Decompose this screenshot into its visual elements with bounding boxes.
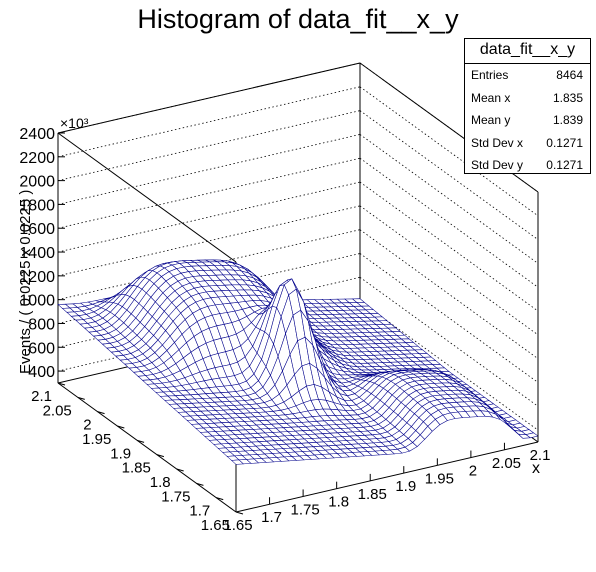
x-tick-label: 1.9 [395,478,416,495]
z-gridline [359,181,539,312]
frame-edge [57,382,237,513]
stats-row: Entries 8464 [465,64,590,87]
z-tick-label: 400 [28,364,55,381]
stats-row: Std Dev x 0.1271 [465,132,590,155]
x-tick-label: 2 [469,463,477,480]
stats-label: Std Dev y [471,158,524,172]
z-tick-label: 1000 [19,293,55,310]
z-tick-label: 1800 [19,197,55,214]
z-gridline [359,276,539,407]
stats-box: data_fit__x_y Entries 8464 Mean x 1.835 Mean… [464,38,591,174]
z-tick-label: 2400 [19,126,55,143]
x-tick-label: 1.8 [328,494,349,511]
stats-value: 1.839 [552,113,583,127]
z-tick-label: 2000 [19,174,55,191]
z-gridline [359,300,539,431]
y-tick-label: 1.7 [189,503,210,520]
y-tick-label: 2.05 [43,402,72,419]
stats-row: Std Dev y 0.1271 [465,154,590,177]
stats-box-title: data_fit__x_y [465,39,590,64]
chart-title: Histogram of data_fit__x_y [137,4,459,34]
z-gridline [359,62,539,193]
z-gridline [57,157,361,229]
x-tick-label: 2.1 [530,447,551,464]
x-tick-label: 2.05 [492,455,521,472]
frame-edge [57,62,361,134]
x-axis-label: x [532,460,540,477]
stats-label: Entries [471,68,509,82]
z-gridline [57,86,361,158]
y-tick-label: 2.1 [31,388,52,405]
y-tick [136,439,145,443]
z-gridline [57,110,361,182]
y-tick-label: 1.9 [110,445,131,462]
z-gridline [359,157,539,288]
stats-row: Mean y 1.839 [465,109,590,132]
z-gridline [57,181,361,253]
y-tick-label: 1.85 [122,460,151,477]
x-tick-label: 1.75 [291,501,320,518]
stats-row: Mean x 1.835 [465,87,590,110]
axes: 1.65 1.7 1.75 1.8 1.85 1.9 1.95 2 2.05 2.1x1.651.… [17,115,550,534]
z-exponent-label: ×10³ [60,115,89,131]
y-tick-label: 1.75 [161,488,190,505]
stats-label: Mean x [471,90,511,105]
z-gridline [359,86,539,217]
z-tick-label: 1200 [19,269,55,286]
y-tick [216,497,224,501]
z-gridline [359,134,539,264]
y-tick-label: 1.95 [82,431,111,448]
y-tick [117,425,125,429]
y-tick-label: 2 [83,417,91,434]
y-tick [176,468,184,472]
y-tick [77,396,85,400]
frame-edge [57,132,237,263]
x-tick-label: 1.65 [223,517,252,534]
y-tick [235,511,244,515]
frame-edge [235,441,539,513]
y-tick [196,482,204,486]
stats-value: 1.835 [552,90,583,105]
z-gridline [57,134,361,205]
y-tick-label: 1.8 [150,474,171,491]
z-gridline [359,110,539,240]
x-tick-label: 1.7 [261,509,282,526]
stats-label: Mean y [471,113,511,127]
z-gridline [359,253,539,383]
y-tick [57,382,66,386]
stats-label: Std Dev x [471,135,524,150]
y-tick [156,454,165,458]
z-gridline [359,229,539,359]
z-tick-label: 600 [28,340,55,357]
z-tick-label: 1600 [19,221,55,238]
z-tick-label: 1400 [19,245,55,262]
y-tick [97,411,105,415]
data-surface [57,259,539,465]
x-tick-label: 1.85 [358,486,387,503]
z-gridline [359,205,539,336]
x-tick-label: 1.95 [425,470,454,487]
z-tick-label: 800 [28,316,55,333]
stats-value: 8464 [556,68,583,82]
z-axis-label: Events / ( 0.0225 x 0.0225 ) [17,190,34,374]
stats-value: 0.1271 [546,158,583,172]
z-tick-label: 2200 [19,150,55,167]
y-tick-label: 1.65 [201,517,230,534]
z-gridlines [57,62,539,431]
stats-value: 0.1271 [546,135,583,150]
